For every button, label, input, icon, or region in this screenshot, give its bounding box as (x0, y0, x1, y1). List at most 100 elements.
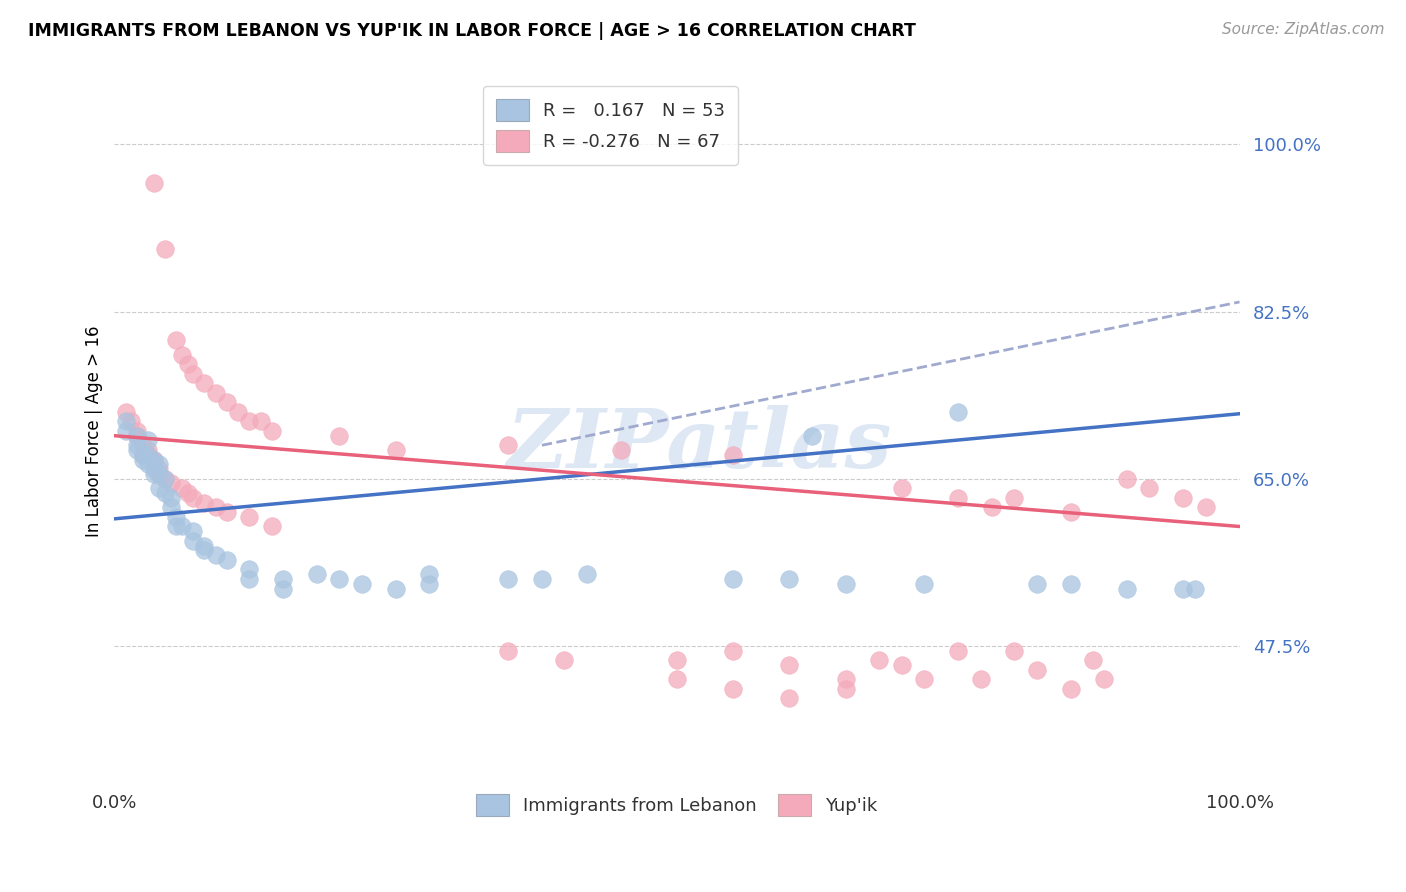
Point (136, 434, 159, 448)
Point (131, 448, 153, 462)
Point (1139, 481, 1161, 495)
Point (1173, 582, 1195, 596)
Point (142, 458, 165, 472)
Point (721, 448, 744, 462)
Point (835, 673, 858, 687)
Text: Source: ZipAtlas.com: Source: ZipAtlas.com (1222, 22, 1385, 37)
Point (226, 405, 249, 419)
Point (131, 438, 153, 452)
Point (193, 376, 215, 391)
Point (136, 448, 159, 462)
Point (165, 510, 187, 524)
Point (238, 414, 260, 428)
Point (120, 414, 142, 428)
Point (148, 467, 170, 481)
Point (609, 443, 631, 458)
Point (1083, 653, 1105, 667)
Point (159, 500, 181, 515)
Point (496, 572, 519, 586)
Point (835, 576, 858, 591)
Point (176, 357, 198, 371)
Point (1060, 505, 1083, 519)
Point (153, 486, 176, 500)
Point (981, 500, 1004, 515)
Point (170, 347, 193, 361)
Point (148, 458, 170, 472)
Point (136, 448, 159, 462)
Point (176, 486, 198, 500)
Point (131, 452, 153, 467)
Point (891, 481, 914, 495)
Point (665, 653, 688, 667)
Point (778, 691, 800, 706)
Point (125, 428, 148, 442)
Point (238, 572, 260, 586)
Point (384, 443, 406, 458)
Legend: Immigrants from Lebanon, Yup'ik: Immigrants from Lebanon, Yup'ik (467, 785, 887, 825)
Point (721, 643, 744, 657)
Point (1060, 681, 1083, 696)
Text: IMMIGRANTS FROM LEBANON VS YUP'IK IN LABOR FORCE | AGE > 16 CORRELATION CHART: IMMIGRANTS FROM LEBANON VS YUP'IK IN LAB… (28, 22, 915, 40)
Point (1184, 582, 1206, 596)
Point (136, 443, 159, 458)
Point (249, 414, 271, 428)
Point (1094, 673, 1116, 687)
Point (193, 539, 215, 553)
Point (114, 424, 136, 438)
Point (801, 428, 824, 442)
Point (125, 443, 148, 458)
Point (869, 653, 891, 667)
Point (553, 653, 575, 667)
Point (165, 519, 187, 533)
Point (142, 467, 165, 481)
Point (575, 567, 598, 582)
Point (125, 428, 148, 442)
Point (165, 333, 187, 347)
Point (153, 243, 176, 257)
Point (181, 367, 204, 381)
Point (215, 553, 238, 567)
Point (148, 462, 170, 476)
Point (193, 495, 215, 509)
Point (1026, 576, 1049, 591)
Point (215, 395, 238, 409)
Point (159, 491, 181, 505)
Point (181, 524, 204, 539)
Point (835, 681, 858, 696)
Point (1060, 576, 1083, 591)
Point (328, 572, 350, 586)
Point (181, 491, 204, 505)
Point (142, 452, 165, 467)
Point (181, 533, 204, 548)
Point (114, 414, 136, 428)
Point (1004, 643, 1026, 657)
Point (142, 176, 165, 190)
Point (778, 658, 800, 673)
Point (260, 519, 283, 533)
Point (204, 500, 226, 515)
Point (1173, 491, 1195, 505)
Point (665, 673, 688, 687)
Point (271, 582, 294, 596)
Point (384, 582, 406, 596)
Point (153, 472, 176, 486)
Point (125, 424, 148, 438)
Point (328, 428, 350, 442)
Point (1004, 491, 1026, 505)
Point (170, 519, 193, 533)
Point (496, 643, 519, 657)
Point (1195, 500, 1218, 515)
Point (148, 481, 170, 495)
Point (914, 673, 936, 687)
Point (260, 424, 283, 438)
Y-axis label: In Labor Force | Age > 16: In Labor Force | Age > 16 (86, 326, 103, 537)
Point (136, 458, 159, 472)
Point (131, 448, 153, 462)
Point (948, 405, 970, 419)
Point (148, 467, 170, 481)
Point (496, 438, 519, 452)
Point (114, 405, 136, 419)
Point (891, 658, 914, 673)
Point (914, 576, 936, 591)
Point (418, 576, 440, 591)
